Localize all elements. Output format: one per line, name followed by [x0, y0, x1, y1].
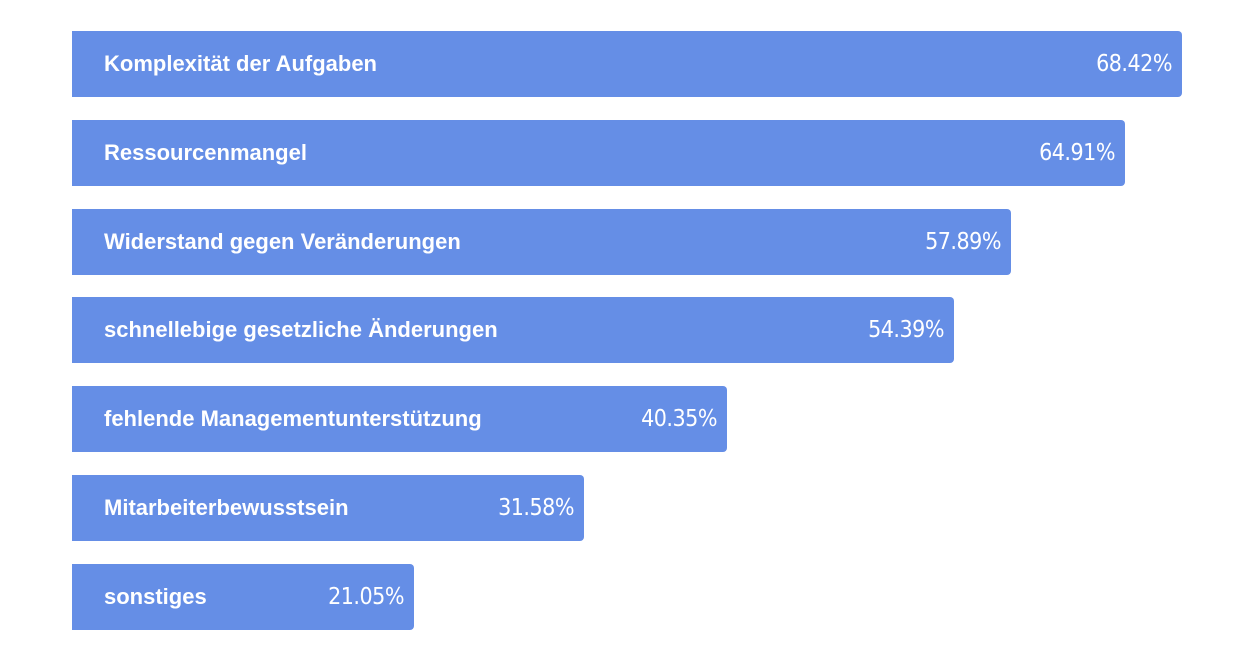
bar-category-label: Widerstand gegen Veränderungen — [104, 229, 461, 254]
bar-value-label: 57.89% — [925, 229, 1001, 255]
bar-0: Komplexität der Aufgaben 68.42% — [72, 31, 1182, 97]
bar-3: schnellebige gesetzliche Änderungen 54.39… — [72, 297, 954, 363]
bar-value-label: 21.05% — [328, 584, 404, 610]
bar-category-label: fehlende Managementunterstützung — [104, 406, 482, 431]
bar-2: Widerstand gegen Veränderungen 57.89% — [72, 209, 1011, 275]
bar-4: fehlende Managementunterstützung 40.35% — [72, 386, 727, 452]
bar-value-label: 64.91% — [1039, 140, 1115, 166]
bar-5: Mitarbeiterbewusstsein 31.58% — [72, 475, 584, 541]
bar-category-label: Komplexität der Aufgaben — [104, 51, 377, 76]
bar-category-label: Mitarbeiterbewusstsein — [104, 495, 349, 520]
bar-category-label: schnellebige gesetzliche Änderungen — [104, 317, 498, 342]
bar-value-label: 54.39% — [868, 317, 944, 343]
bar-value-label: 31.58% — [498, 495, 574, 521]
bar-value-label: 68.42% — [1096, 51, 1172, 77]
bar-category-label: Ressourcenmangel — [104, 140, 307, 165]
bar-category-label: sonstiges — [104, 584, 207, 609]
bar-value-label: 40.35% — [641, 406, 717, 432]
bar-1: Ressourcenmangel 64.91% — [72, 120, 1125, 186]
bar-6: sonstiges 21.05% — [72, 564, 414, 630]
